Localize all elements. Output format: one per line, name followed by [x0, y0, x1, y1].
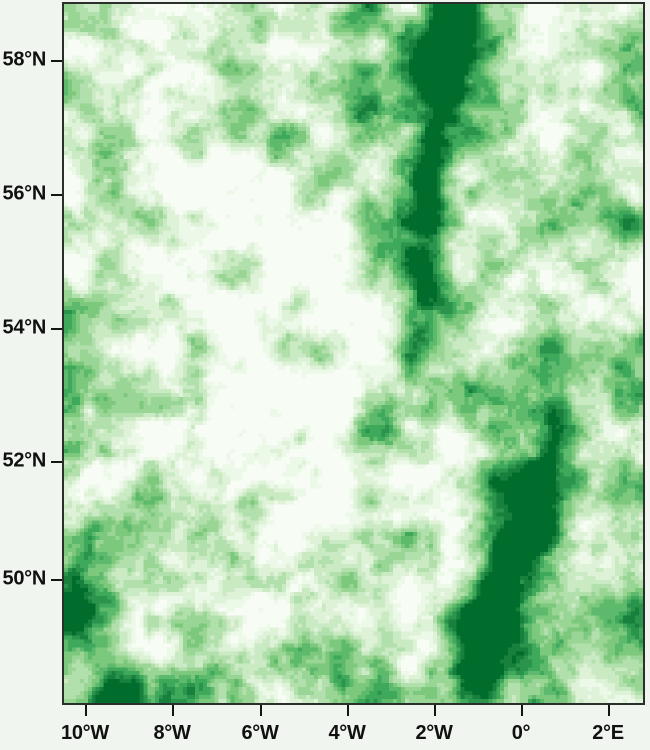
map-axes[interactable] [62, 2, 645, 705]
x-tick-label: 2°E [592, 722, 624, 744]
y-tick-mark [51, 328, 62, 330]
x-tick-mark [260, 705, 262, 716]
y-tick-label: 58°N [2, 48, 47, 71]
x-tick-mark [347, 705, 349, 716]
raster-canvas [64, 4, 643, 703]
y-tick-label: 54°N [2, 316, 47, 339]
x-tick-label: 8°W [153, 722, 191, 744]
x-tick-label: 4°W [328, 722, 366, 744]
raster-heatmap-layer [64, 4, 643, 703]
y-tick-mark [51, 579, 62, 581]
y-tick-label: 50°N [2, 567, 47, 590]
x-tick-label: 2°W [415, 722, 453, 744]
y-tick-label: 52°N [2, 449, 47, 472]
x-tick-mark [521, 705, 523, 716]
y-tick-mark [51, 194, 62, 196]
x-tick-mark [172, 705, 174, 716]
y-tick-label: 56°N [2, 182, 47, 205]
x-tick-label: 10°W [61, 722, 109, 744]
x-tick-mark [434, 705, 436, 716]
x-tick-label: 0° [511, 722, 531, 744]
y-tick-mark [51, 60, 62, 62]
y-tick-mark [51, 461, 62, 463]
x-tick-mark [608, 705, 610, 716]
x-tick-label: 6°W [241, 722, 279, 744]
x-tick-mark [85, 705, 87, 716]
